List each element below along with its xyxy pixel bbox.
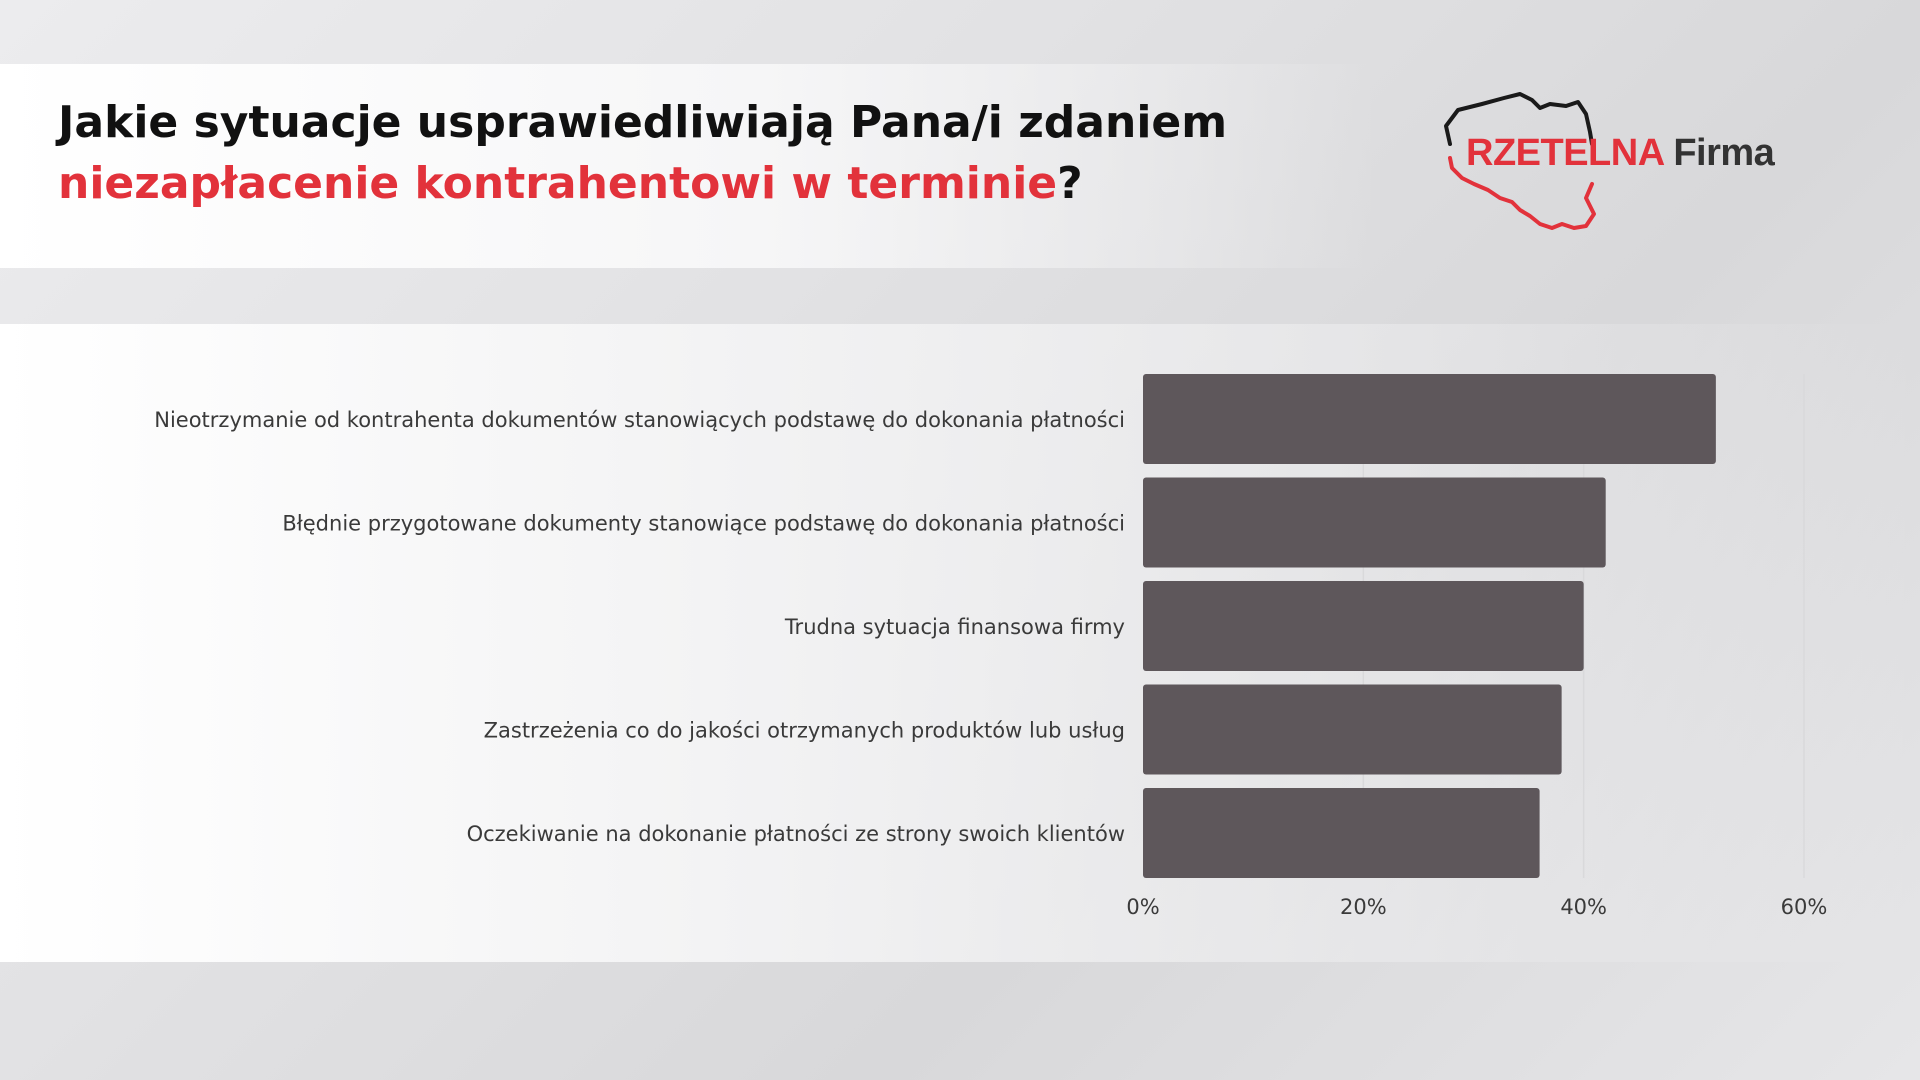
bar — [1143, 477, 1606, 568]
category-label: Oczekiwanie na dokonanie płatności ze st… — [467, 822, 1125, 846]
category-label: Nieotrzymanie od kontrahenta dokumentów … — [154, 408, 1125, 432]
bar — [1143, 374, 1716, 464]
page-title: Jakie sytuacje usprawiedliwiają Pana/i z… — [58, 92, 1358, 214]
title-line-1: Jakie sytuacje usprawiedliwiają Pana/i z… — [58, 97, 1228, 148]
x-tick-label: 40% — [1560, 895, 1607, 919]
x-tick-label: 20% — [1340, 895, 1387, 919]
x-tick-label: 60% — [1781, 895, 1828, 919]
x-tick-label: 0% — [1126, 895, 1159, 919]
bar — [1143, 581, 1584, 671]
title-band — [0, 64, 1380, 268]
brand-wordmark: RZETELNA Firma — [1466, 132, 1775, 175]
title-line-2: niezapłacenie kontrahentowi w terminie? — [58, 153, 1358, 214]
category-label: Błędnie przygotowane dokumenty stanowiąc… — [282, 512, 1125, 536]
map-outline-top — [1444, 92, 1594, 146]
brand-dark-text: Firma — [1673, 132, 1775, 174]
poland-map-icon — [1444, 92, 1596, 230]
title-question-mark: ? — [1057, 158, 1083, 209]
map-outline-bottom — [1448, 156, 1596, 230]
title-accent: niezapłacenie kontrahentowi w terminie — [58, 158, 1058, 209]
brand-logo: RZETELNA Firma — [1436, 92, 1775, 236]
brand-red-text: RZETELNA — [1466, 132, 1664, 174]
bar — [1143, 684, 1562, 775]
bar-chart: Nieotrzymanie od kontrahenta dokumentów … — [154, 374, 1828, 919]
category-label: Trudna sytuacja finansowa firmy — [784, 615, 1125, 639]
bar — [1143, 788, 1540, 878]
category-label: Zastrzeżenia co do jakości otrzymanych p… — [484, 719, 1125, 743]
